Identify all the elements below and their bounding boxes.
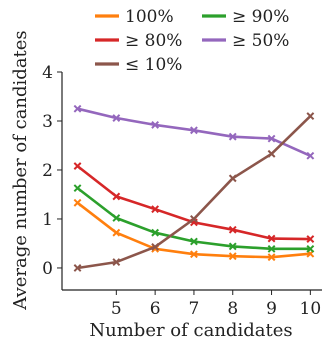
x-tick-label: 7 bbox=[189, 299, 200, 319]
x-tick-label: 10 bbox=[300, 299, 322, 319]
data-point bbox=[306, 235, 315, 243]
data-point bbox=[190, 126, 198, 135]
data-point bbox=[112, 214, 121, 222]
data-point bbox=[151, 205, 160, 214]
legend-entry: 100% bbox=[95, 7, 174, 27]
legend-label: ≥ 90% bbox=[232, 7, 289, 27]
data-point bbox=[306, 151, 315, 160]
data-point bbox=[190, 250, 198, 259]
y-tick-label: 4 bbox=[42, 63, 53, 83]
data-point bbox=[151, 228, 160, 237]
series-3 bbox=[73, 104, 315, 160]
y-tick-label: 2 bbox=[42, 161, 53, 181]
legend: 100% ≥ 90% ≥ 80% ≥ 50% ≤ 10% bbox=[95, 7, 289, 75]
data-point bbox=[112, 192, 121, 201]
data-point bbox=[306, 244, 315, 253]
data-point bbox=[112, 228, 121, 237]
data-point bbox=[267, 244, 276, 253]
data-point bbox=[267, 253, 276, 262]
data-point bbox=[228, 132, 237, 141]
legend-label: ≥ 80% bbox=[125, 31, 182, 51]
y-tick-label: 3 bbox=[42, 112, 53, 132]
data-point bbox=[190, 237, 198, 246]
data-point bbox=[228, 225, 237, 234]
series-0 bbox=[73, 198, 315, 262]
plot-area bbox=[73, 104, 315, 272]
legend-label: ≥ 50% bbox=[232, 31, 289, 51]
data-point bbox=[228, 174, 237, 183]
y-axis-label: Average number of candidates bbox=[10, 30, 31, 310]
legend-entry: ≥ 90% bbox=[202, 7, 289, 27]
legend-entry: ≥ 50% bbox=[202, 31, 289, 51]
legend-label: 100% bbox=[125, 7, 174, 27]
x-tick-label: 5 bbox=[111, 299, 122, 319]
data-point bbox=[228, 242, 237, 251]
x-tick-label: 8 bbox=[227, 299, 238, 319]
x-axis-label: Number of candidates bbox=[89, 320, 292, 341]
data-point bbox=[267, 149, 276, 158]
x-tick-label: 6 bbox=[150, 299, 161, 319]
series-2 bbox=[73, 162, 315, 243]
legend-entry: ≥ 80% bbox=[95, 31, 182, 51]
data-point bbox=[190, 215, 198, 223]
data-point bbox=[151, 121, 160, 129]
series-4 bbox=[73, 112, 315, 272]
y-tick-label: 1 bbox=[42, 210, 53, 230]
data-point bbox=[73, 104, 82, 113]
data-point bbox=[112, 114, 121, 122]
data-point bbox=[73, 162, 82, 170]
data-point bbox=[73, 198, 82, 207]
y-tick-label: 0 bbox=[42, 259, 53, 279]
data-point bbox=[112, 258, 121, 266]
data-point bbox=[267, 134, 276, 143]
axes: 0 1 2 3 4 5 6 7 8 9 10 bbox=[42, 63, 322, 319]
legend-label: ≤ 10% bbox=[125, 55, 182, 75]
legend-entry: ≤ 10% bbox=[95, 55, 182, 75]
data-point bbox=[228, 252, 237, 261]
data-point bbox=[73, 184, 82, 193]
data-point bbox=[73, 264, 82, 272]
series-1 bbox=[73, 184, 315, 253]
data-point bbox=[267, 234, 276, 243]
data-point bbox=[306, 112, 315, 120]
x-tick-label: 9 bbox=[266, 299, 277, 319]
data-point bbox=[151, 242, 160, 251]
